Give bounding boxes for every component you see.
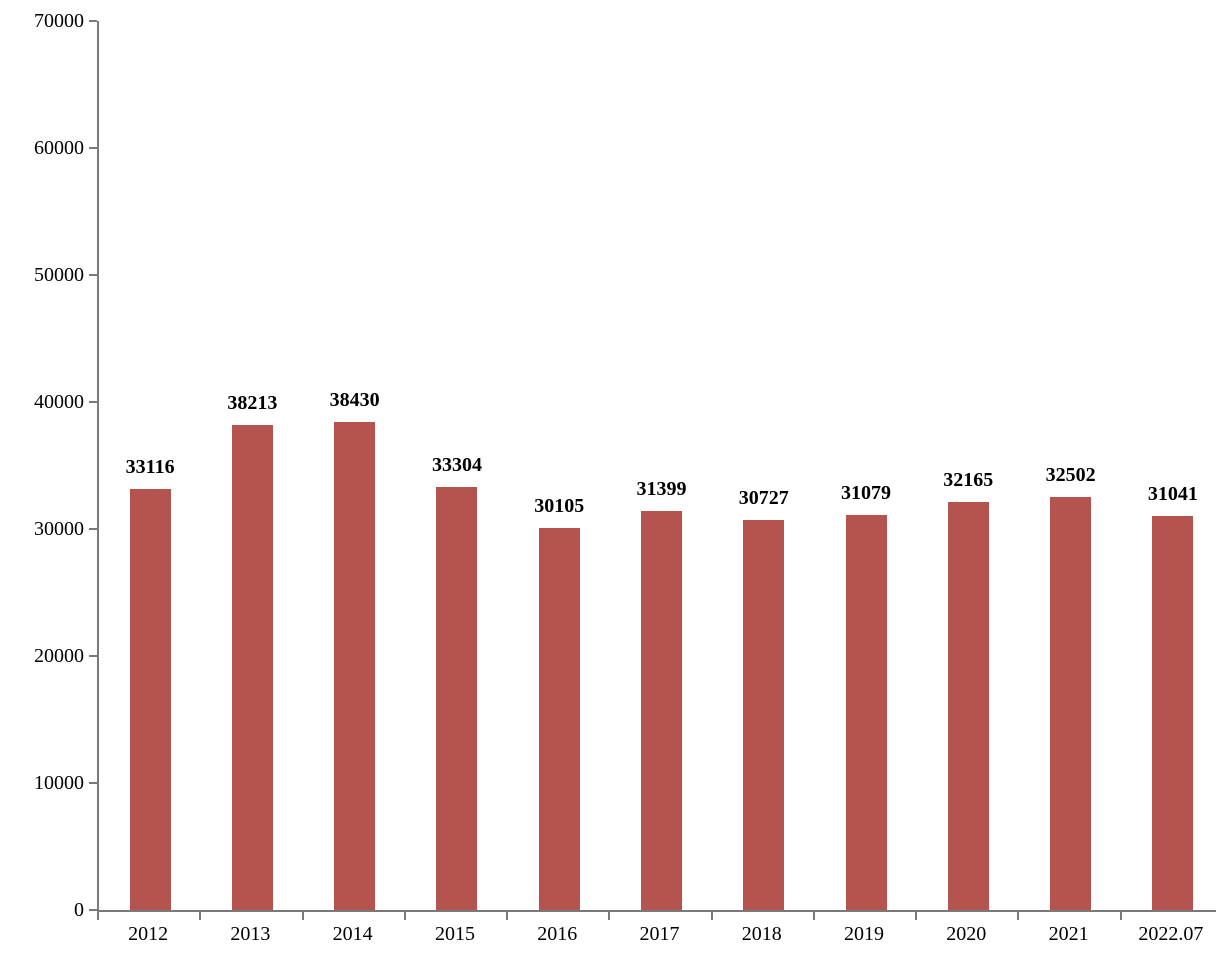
bar-value-label: 31079 [841, 482, 892, 505]
y-tick-label: 60000 [34, 137, 84, 159]
x-tick-mark [1119, 911, 1122, 920]
y-tick-mark [89, 909, 97, 911]
bar-value-label: 33304 [431, 454, 482, 477]
bar [845, 515, 887, 910]
x-axis-label: 2018 [741, 923, 782, 945]
bar-value-label: 38213 [227, 391, 278, 414]
bar-value-label: 33116 [125, 456, 175, 479]
bar [436, 487, 478, 910]
bar [947, 501, 989, 910]
y-tick-label: 40000 [34, 391, 84, 413]
x-axis-label: 2013 [230, 923, 271, 945]
y-tick-label: 20000 [34, 645, 84, 667]
bar-value-label: 32502 [1045, 464, 1096, 487]
y-tick-mark [89, 20, 97, 22]
plot-area: 33116 38213 38430 33304 30105 31399 30727 31079… [97, 21, 1216, 912]
bar [1050, 497, 1092, 910]
x-axis-label: 2014 [332, 923, 373, 945]
x-axis-label: 2017 [639, 923, 680, 945]
x-tick-mark [1017, 911, 1020, 920]
x-tick-mark [812, 911, 815, 920]
y-tick-label: 70000 [34, 10, 84, 32]
x-axis-label: 2022.07 [1138, 923, 1204, 945]
bar-value-label: 31399 [636, 478, 687, 501]
x-tick-mark [608, 911, 611, 920]
x-tick-mark [506, 911, 509, 920]
y-tick-label: 50000 [34, 264, 84, 286]
y-tick-label: 0 [74, 899, 84, 921]
x-tick-mark [915, 911, 918, 920]
x-tick-mark [301, 911, 304, 920]
bar-value-label: 32165 [943, 468, 994, 491]
x-axis-label: 2019 [844, 923, 885, 945]
x-axis-label: 2016 [537, 923, 578, 945]
x-axis-label: 2021 [1048, 923, 1089, 945]
bar-value-label: 31041 [1147, 482, 1198, 505]
y-tick-label: 30000 [34, 518, 84, 540]
bar [641, 511, 682, 910]
y-tick-mark [89, 147, 97, 149]
x-tick-mark [710, 911, 713, 920]
y-tick-mark [89, 274, 97, 276]
x-tick-mark [199, 911, 202, 920]
bar-value-label: 38430 [329, 388, 380, 411]
bar [743, 519, 785, 910]
y-tick-mark [89, 782, 97, 784]
x-axis-label: 2020 [946, 923, 987, 945]
x-axis-label: 2015 [434, 923, 475, 945]
x-tick-mark [403, 911, 406, 920]
bar [231, 424, 273, 910]
y-tick-mark [89, 528, 97, 530]
y-tick-mark [89, 655, 97, 657]
bar [1152, 515, 1194, 910]
x-axis-label: 2012 [128, 923, 169, 945]
y-tick-mark [89, 401, 97, 403]
bar [538, 527, 580, 910]
x-tick-mark [97, 911, 99, 920]
bar [334, 421, 376, 910]
y-tick-label: 10000 [34, 772, 84, 794]
bar-value-label: 30105 [534, 494, 585, 517]
bar-value-label: 30727 [738, 486, 789, 509]
bar [129, 489, 171, 910]
